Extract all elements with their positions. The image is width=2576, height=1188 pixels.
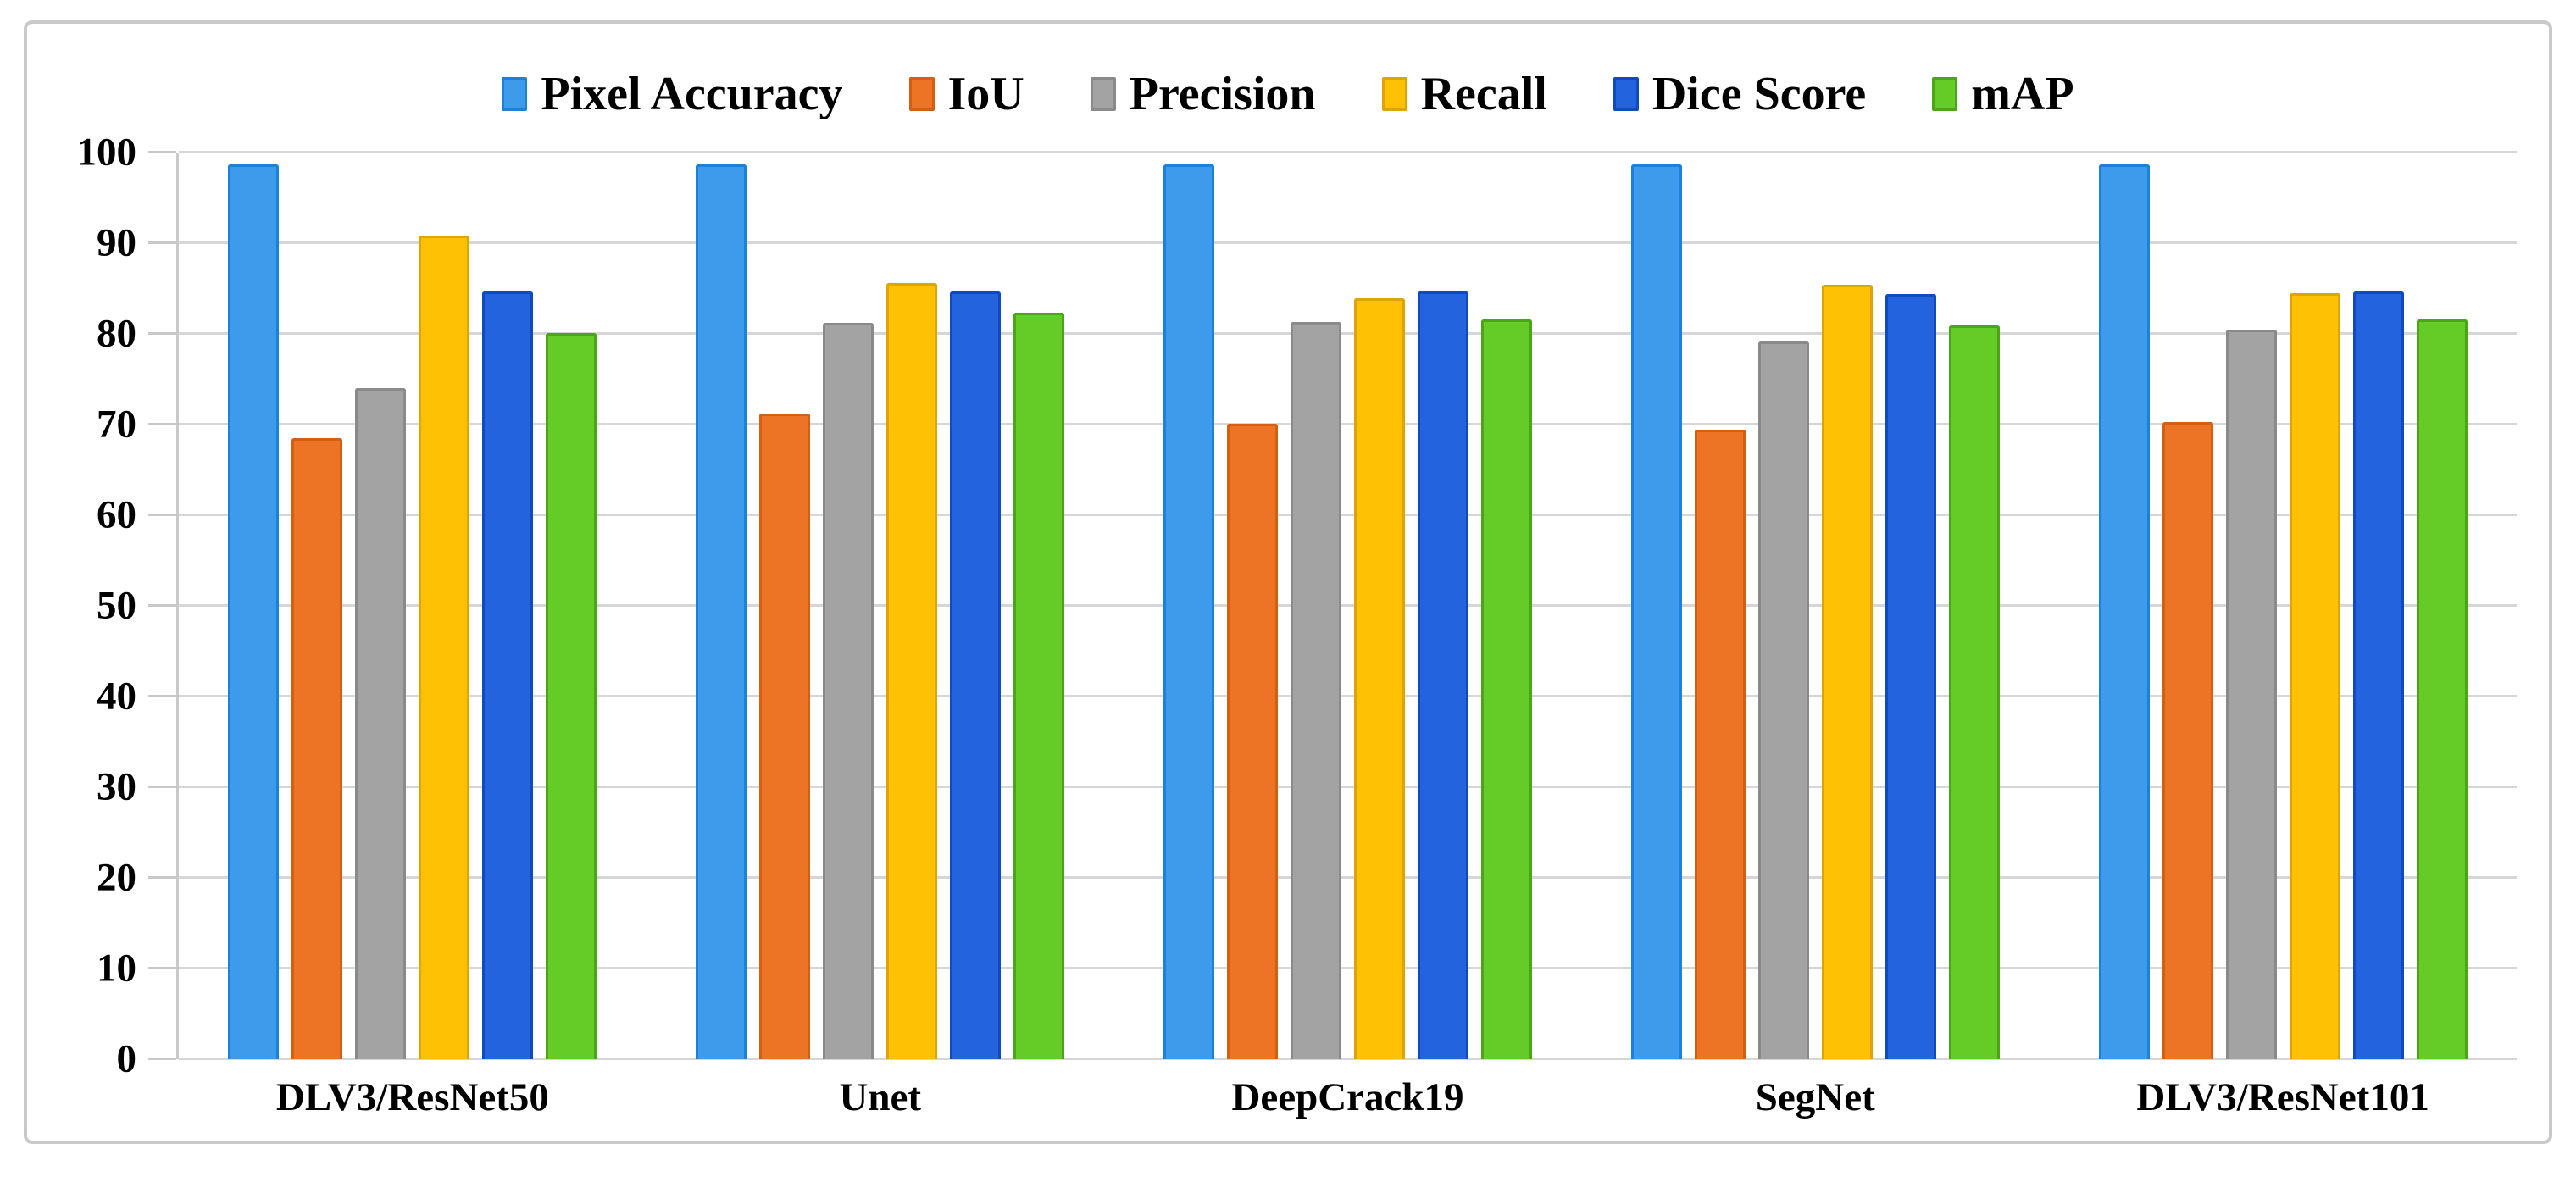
category-label-1: Unet	[839, 1075, 921, 1119]
gridline-y-70	[179, 423, 2517, 425]
gridline-y-10	[179, 967, 2517, 969]
y-tick-label-10: 10	[97, 946, 136, 991]
bar-dice-score-1	[950, 291, 1002, 1059]
legend-swatch-icon	[502, 77, 528, 111]
bar-pixel-accuracy-3	[1630, 164, 1682, 1059]
legend-swatch-icon	[1381, 77, 1407, 111]
chart-figure: Pixel Accuracy IoU Precision Recall Dice Sco…	[24, 20, 2552, 1144]
y-tick-label-0: 0	[116, 1036, 137, 1081]
bar-group-2	[1114, 153, 1582, 1059]
bar-recall-4	[2289, 292, 2340, 1059]
gridline-y-50	[179, 604, 2517, 607]
legend-item-recall: Recall	[1381, 68, 1547, 120]
bar-precision-4	[2225, 329, 2277, 1059]
legend-item-map: mAP	[1932, 70, 2074, 118]
bar-pixel-accuracy-1	[696, 164, 747, 1059]
y-tick-label-60: 60	[97, 492, 136, 537]
legend-label: Precision	[1129, 68, 1316, 120]
legend-swatch-icon	[1932, 77, 1958, 111]
legend-item-dice-score: Dice Score	[1613, 70, 1866, 118]
bar-map-1	[1013, 313, 1065, 1059]
bar-group-0	[179, 153, 647, 1059]
bar-iou-2	[1226, 423, 1278, 1059]
bar-precision-3	[1757, 341, 1809, 1059]
bar-iou-1	[759, 414, 811, 1059]
gridline-y-40	[179, 695, 2517, 697]
legend-swatch-icon	[1613, 77, 1639, 111]
legend-label: mAP	[1971, 68, 2074, 120]
y-tick-60	[148, 514, 176, 516]
y-tick-20	[148, 876, 176, 879]
bar-recall-3	[1821, 285, 1873, 1059]
bar-recall-0	[419, 236, 470, 1059]
bar-iou-3	[1694, 430, 1746, 1059]
y-tick-label-100: 100	[76, 130, 137, 175]
gridline-y-30	[179, 786, 2517, 788]
bar-group-1	[647, 153, 1114, 1059]
y-tick-100	[148, 151, 176, 153]
category-label-0: DLV3/ResNet50	[275, 1075, 549, 1119]
y-tick-label-90: 90	[97, 220, 136, 265]
legend-item-pixel-accuracy: Pixel Accuracy	[502, 68, 843, 120]
legend-label: IoU	[947, 68, 1024, 120]
gridline-y-80	[179, 332, 2517, 335]
y-tick-label-30: 30	[97, 764, 136, 809]
y-tick-label-80: 80	[97, 311, 136, 356]
y-tick-label-20: 20	[97, 855, 136, 900]
y-tick-90	[148, 241, 176, 244]
bar-groups	[179, 153, 2517, 1059]
bar-group-4	[2049, 153, 2517, 1059]
y-tick-70	[148, 423, 176, 425]
legend-item-iou: IoU	[908, 68, 1024, 120]
bar-precision-2	[1290, 322, 1341, 1059]
y-tick-label-50: 50	[97, 583, 136, 628]
gridline-y-90	[179, 241, 2517, 244]
bar-dice-score-3	[1885, 293, 1936, 1059]
legend-label: Dice Score	[1652, 68, 1867, 120]
bar-map-0	[546, 332, 597, 1059]
bar-dice-score-4	[2352, 291, 2404, 1059]
gridline-y-60	[179, 514, 2517, 516]
legend-label: Recall	[1420, 68, 1547, 120]
chart-legend: Pixel Accuracy IoU Precision Recall Dice Sco…	[27, 47, 2549, 141]
y-tick-50	[148, 604, 176, 607]
y-tick-30	[148, 786, 176, 788]
bar-precision-0	[355, 388, 407, 1059]
y-tick-10	[148, 967, 176, 969]
y-tick-label-70: 70	[97, 402, 136, 447]
y-tick-label-40: 40	[97, 674, 136, 719]
bar-map-3	[1948, 325, 2000, 1059]
y-tick-80	[148, 332, 176, 335]
legend-swatch-icon	[1090, 77, 1116, 111]
bar-iou-0	[291, 438, 343, 1059]
bar-pixel-accuracy-0	[228, 164, 280, 1059]
category-label-3: SegNet	[1755, 1075, 1875, 1119]
y-tick-0	[148, 1058, 176, 1060]
gridline-y-0	[179, 1058, 2517, 1060]
bar-recall-1	[886, 283, 938, 1059]
bar-pixel-accuracy-2	[1163, 164, 1214, 1059]
legend-item-precision: Precision	[1090, 68, 1316, 120]
category-axis: DLV3/ResNet50 Unet DeepCrack19 SegNet DLV3/R…	[179, 1078, 2517, 1118]
gridline-y-100	[179, 151, 2517, 153]
bar-group-3	[1581, 153, 2049, 1059]
y-tick-40	[148, 695, 176, 697]
bar-map-2	[1480, 319, 1532, 1059]
bar-pixel-accuracy-4	[2098, 164, 2150, 1059]
bar-recall-2	[1353, 298, 1405, 1059]
category-label-2: DeepCrack19	[1231, 1075, 1464, 1119]
bar-dice-score-2	[1417, 291, 1468, 1059]
bar-dice-score-0	[482, 291, 534, 1059]
bar-precision-1	[823, 323, 874, 1059]
category-label-4: DLV3/ResNet101	[2136, 1075, 2429, 1119]
plot-area: DLV3/ResNet50 Unet DeepCrack19 SegNet DLV3/R…	[77, 132, 2517, 1118]
legend-label: Pixel Accuracy	[541, 68, 843, 120]
gridline-y-20	[179, 876, 2517, 879]
bar-map-4	[2416, 319, 2468, 1059]
bar-iou-4	[2162, 421, 2213, 1059]
legend-swatch-icon	[908, 77, 935, 111]
